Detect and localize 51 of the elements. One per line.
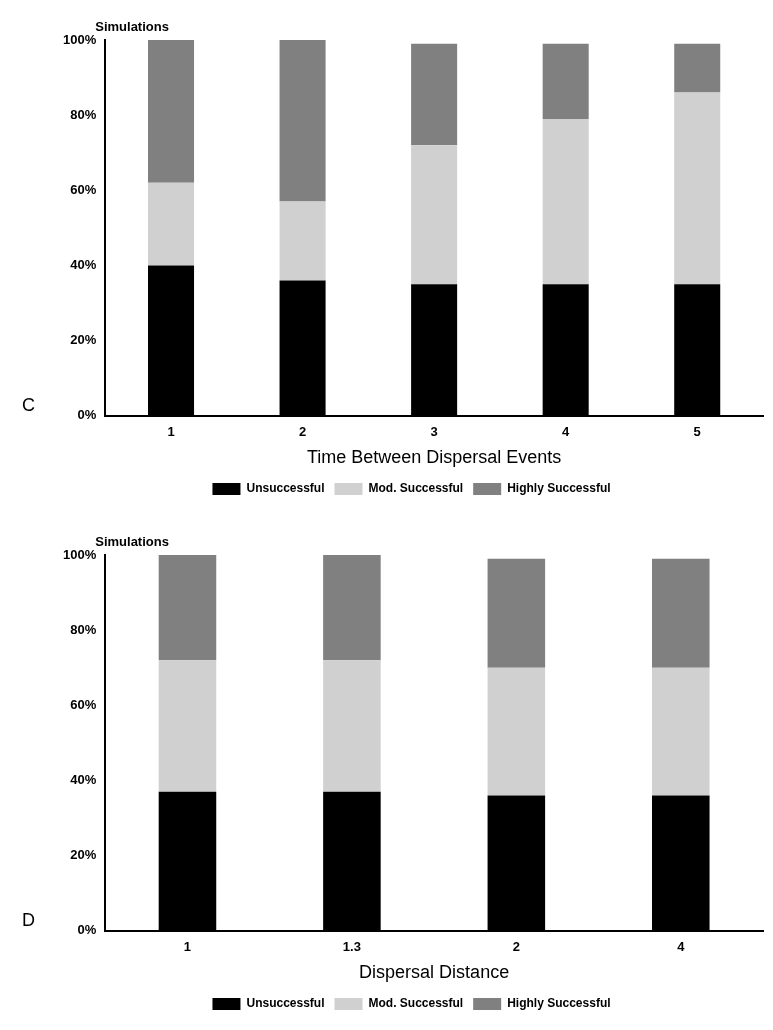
bar [487,558,546,668]
bar [279,40,326,202]
x-axis-title: Dispersal Distance [359,962,510,983]
x-axis-title: Time Between Dispersal Events [306,447,562,468]
x-tick-label: 1 [167,424,175,440]
text: C [22,394,35,415]
y-tick-label: 20% [70,332,97,348]
y-tick-label: 0% [77,407,97,423]
y-tick-label: 0% [77,922,97,938]
y-axis-title: Simulations [95,19,169,35]
bar [542,118,589,285]
y-tick-label: 80% [70,621,97,637]
bar [411,43,458,146]
bar [674,43,721,93]
x-tick-label: 5 [693,424,701,440]
x-tick-label: 3 [430,424,438,440]
y-tick-label: 60% [70,181,97,197]
x-tick-label: 4 [677,939,686,955]
bar [279,201,326,281]
bar [674,92,721,285]
bar [487,667,546,796]
bar [323,555,381,661]
y-tick-label: 100% [63,31,97,47]
bar [411,145,458,285]
y-tick-label: 40% [70,772,97,788]
x-tick-label: 2 [512,939,520,955]
bar [652,558,710,668]
y-axis-title: Simulations [95,534,169,550]
y-tick-label: 100% [63,546,97,562]
x-tick-label: 1.3 [342,939,361,955]
bar [148,182,195,266]
text: D [22,909,35,930]
bar [148,40,195,183]
y-tick-label: 80% [70,106,97,122]
bar [158,555,217,661]
x-tick-label: 2 [298,424,307,440]
bar [323,660,381,792]
bar [652,667,710,796]
legend-label: Mod. Successful [368,996,464,1011]
legend-label: Highly Successful [507,481,611,496]
x-tick-label: 4 [562,424,571,440]
y-tick-label: 40% [70,257,97,273]
y-tick-label: 60% [70,696,97,712]
legend-label: Unsuccessful [246,996,325,1011]
legend-label: Highly Successful [507,996,611,1011]
x-tick-label: 1 [183,939,192,955]
bar [158,660,217,792]
legend-label: Mod. Successful [368,481,464,496]
bar [542,43,589,119]
y-tick-label: 20% [70,847,97,863]
legend-label: Unsuccessful [246,481,325,496]
